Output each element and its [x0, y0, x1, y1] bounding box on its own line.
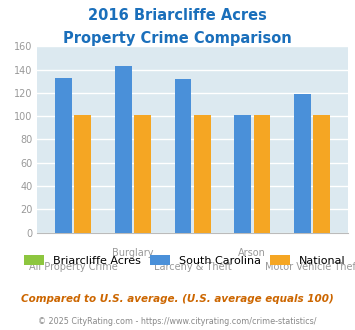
Text: Property Crime Comparison: Property Crime Comparison: [63, 31, 292, 46]
Text: Motor Vehicle Theft: Motor Vehicle Theft: [265, 262, 355, 272]
Bar: [55, 78, 72, 233]
Bar: [294, 94, 311, 233]
Bar: [175, 79, 191, 233]
Bar: [134, 115, 151, 233]
Legend: Briarcliffe Acres, South Carolina, National: Briarcliffe Acres, South Carolina, Natio…: [20, 250, 350, 270]
Text: Arson: Arson: [239, 248, 266, 257]
Bar: [313, 115, 330, 233]
Text: Burglary: Burglary: [112, 248, 154, 257]
Bar: [194, 115, 211, 233]
Bar: [74, 115, 91, 233]
Bar: [115, 66, 132, 233]
Bar: [253, 115, 270, 233]
Text: Larceny & Theft: Larceny & Theft: [154, 262, 231, 272]
Text: All Property Crime: All Property Crime: [29, 262, 118, 272]
Text: © 2025 CityRating.com - https://www.cityrating.com/crime-statistics/: © 2025 CityRating.com - https://www.city…: [38, 317, 317, 326]
Bar: [234, 115, 251, 233]
Text: Compared to U.S. average. (U.S. average equals 100): Compared to U.S. average. (U.S. average …: [21, 294, 334, 304]
Text: 2016 Briarcliffe Acres: 2016 Briarcliffe Acres: [88, 8, 267, 23]
